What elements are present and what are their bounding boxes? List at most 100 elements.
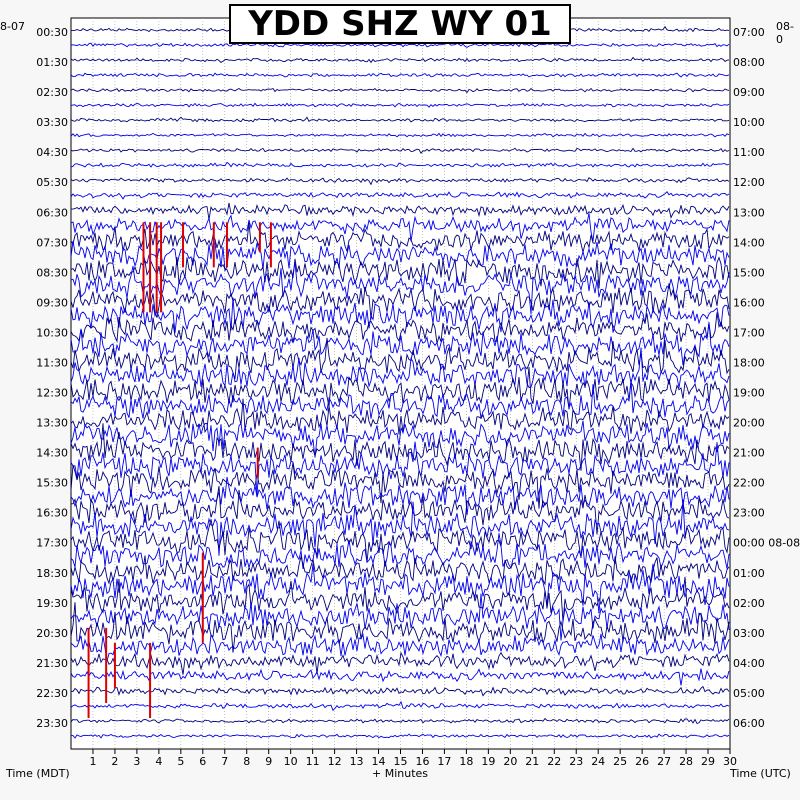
trace-row — [70, 533, 730, 570]
trace-row — [70, 347, 730, 389]
left-time-label: 20:30 — [36, 627, 68, 640]
trace-row — [70, 717, 730, 725]
left-time-label: 01:30 — [36, 56, 68, 69]
left-time-label: 05:30 — [36, 176, 68, 189]
x-tick-label: 16 — [415, 755, 429, 768]
x-tick-label: 22 — [547, 755, 561, 768]
right-time-label: 06:00 — [733, 717, 765, 730]
trace-row — [71, 202, 730, 220]
x-axis-label: + Minutes — [372, 767, 429, 780]
right-time-label: 08:00 — [733, 56, 765, 69]
trace-row — [70, 485, 730, 535]
x-tick-label: 11 — [306, 755, 320, 768]
right-time-label: 16:00 — [733, 296, 765, 309]
trace-row — [70, 651, 730, 675]
x-tick-label: 9 — [265, 755, 272, 768]
trace-row — [70, 733, 730, 739]
x-tick-label: 15 — [394, 755, 408, 768]
right-time-label: 11:00 — [733, 146, 765, 159]
trace-row — [70, 102, 730, 108]
x-tick-label: 23 — [569, 755, 583, 768]
trace-row — [70, 297, 730, 333]
trace-row — [70, 398, 730, 435]
x-tick-label: 18 — [459, 755, 473, 768]
x-tick-label: 17 — [437, 755, 451, 768]
right-time-label: 20:00 — [733, 417, 765, 430]
trace-row — [70, 700, 730, 712]
left-axis-label: Time (MDT) — [6, 767, 70, 780]
trace-row — [70, 462, 730, 509]
trace-row — [70, 147, 730, 154]
left-time-label: 06:30 — [36, 206, 68, 219]
trace-row — [70, 602, 730, 653]
left-time-label: 13:30 — [36, 417, 68, 430]
trace-row — [70, 337, 730, 380]
right-time-label: 15:00 — [733, 266, 765, 279]
right-time-label: 09:00 — [733, 86, 765, 99]
left-time-label: 00:30 — [36, 26, 68, 39]
trace-row — [70, 367, 730, 410]
trace-row — [70, 499, 730, 556]
x-tick-label: 12 — [328, 755, 342, 768]
left-time-label: 14:30 — [36, 447, 68, 460]
left-time-label: 02:30 — [36, 86, 68, 99]
x-tick-label: 14 — [372, 755, 386, 768]
right-axis-label: Time (UTC) — [730, 767, 791, 780]
left-time-label: 11:30 — [36, 356, 68, 369]
trace-row — [70, 379, 730, 419]
trace-row — [70, 56, 730, 64]
left-time-label: 09:30 — [36, 296, 68, 309]
trace-row — [70, 423, 730, 471]
x-tick-label: 3 — [133, 755, 140, 768]
trace-row — [70, 555, 730, 586]
x-tick-label: 24 — [591, 755, 605, 768]
trace-row — [70, 476, 730, 516]
x-tick-label: 29 — [701, 755, 715, 768]
x-tick-label: 30 — [723, 755, 737, 768]
x-tick-label: 28 — [679, 755, 693, 768]
right-time-label: 07:00 — [733, 26, 765, 39]
right-time-label: 01:00 — [733, 567, 765, 580]
x-tick-label: 27 — [657, 755, 671, 768]
trace-row — [70, 87, 730, 94]
x-tick-label: 8 — [243, 755, 250, 768]
trace-row — [70, 256, 730, 289]
left-time-label: 04:30 — [36, 146, 68, 159]
right-time-label: 03:00 — [733, 627, 765, 640]
right-time-label: 18:00 — [733, 356, 765, 369]
left-time-label: 07:30 — [36, 236, 68, 249]
left-time-label: 12:30 — [36, 387, 68, 400]
trace-row — [70, 420, 730, 458]
trace-row — [70, 132, 730, 138]
left-time-label: 16:30 — [36, 507, 68, 520]
left-time-label: 21:30 — [36, 657, 68, 670]
trace-row — [70, 441, 730, 496]
left-time-label: 03:30 — [36, 116, 68, 129]
trace-row — [70, 576, 730, 623]
trace-row — [70, 213, 730, 242]
right-time-label: 04:00 — [733, 657, 765, 670]
left-time-label: 10:30 — [36, 326, 68, 339]
left-time-label: 19:30 — [36, 597, 68, 610]
x-tick-label: 26 — [635, 755, 649, 768]
chart-title: YDD SHZ WY 01 — [229, 4, 571, 44]
x-tick-label: 4 — [155, 755, 162, 768]
trace-row — [70, 283, 730, 320]
trace-row — [70, 177, 730, 186]
x-tick-label: 25 — [613, 755, 627, 768]
left-time-label: 08:30 — [36, 266, 68, 279]
x-tick-label: 13 — [350, 755, 364, 768]
trace-row — [70, 312, 730, 344]
right-date-label: 08-0 — [776, 20, 794, 46]
x-tick-label: 2 — [111, 755, 118, 768]
left-time-label: 23:30 — [36, 717, 68, 730]
left-time-label: 22:30 — [36, 687, 68, 700]
right-time-label: 22:00 — [733, 477, 765, 490]
x-tick-label: 6 — [199, 755, 206, 768]
trace-row — [70, 263, 730, 315]
right-time-label: 14:00 — [733, 236, 765, 249]
trace-row — [70, 240, 730, 273]
x-tick-label: 19 — [481, 755, 495, 768]
x-tick-label: 7 — [221, 755, 228, 768]
right-time-label: 00:00 08-08 — [733, 537, 800, 550]
